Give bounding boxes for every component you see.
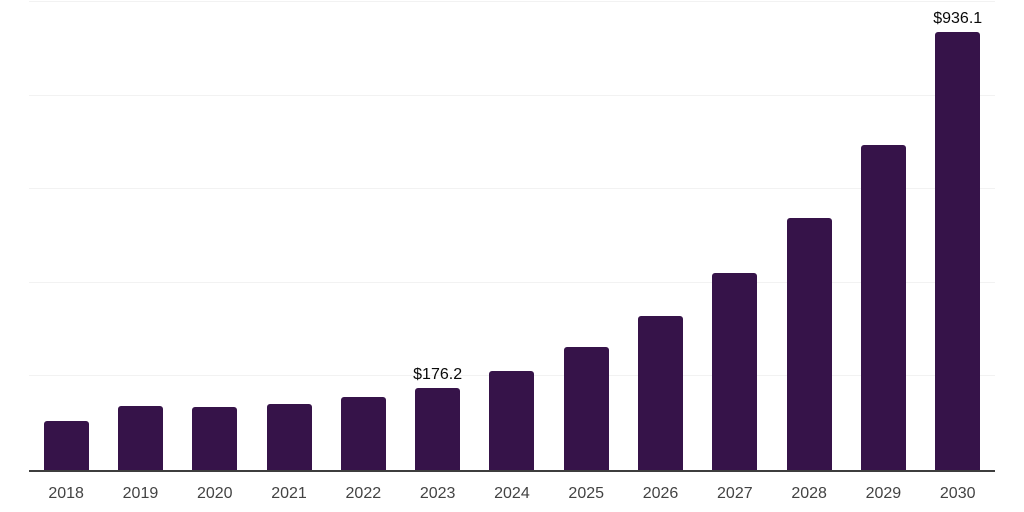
bar-2020: [192, 406, 238, 470]
x-tick-label-2026: 2026: [642, 485, 679, 502]
gridline-600: [29, 188, 995, 190]
bar-2023: [415, 387, 461, 470]
bar-slot-2024: [489, 2, 535, 470]
bar-2030: [935, 31, 981, 470]
bar-slot-2030: $936.1: [933, 2, 983, 470]
bar-2028: [786, 217, 832, 470]
gridline-800: [29, 94, 995, 96]
bar-2029: [860, 145, 906, 470]
bar-slot-2027: [712, 2, 758, 470]
plot-area: $176.2 $936.1: [29, 1, 995, 472]
bar-2025: [563, 347, 609, 470]
x-tick-label-2023: 2023: [419, 485, 456, 502]
x-tick-label-2019: 2019: [122, 485, 159, 502]
bar-slot-2019: [117, 2, 163, 470]
x-tick-label-2021: 2021: [271, 485, 307, 502]
x-tick-label-2024: 2024: [494, 485, 530, 502]
bar-2022: [340, 397, 386, 470]
gridline-400: [29, 281, 995, 283]
gridline-1000: [29, 1, 995, 2]
bar-slot-2018: [43, 2, 89, 470]
x-tick-label-2027: 2027: [717, 485, 753, 502]
x-tick-label-2025: 2025: [568, 485, 605, 502]
bar-slot-2022: [340, 2, 386, 470]
x-tick-label-2030: 2030: [939, 485, 976, 502]
bar-slot-2023: $176.2: [413, 2, 463, 470]
bars-container: $176.2 $936.1: [29, 2, 995, 470]
x-tick-label-2018: 2018: [48, 485, 84, 502]
bar-2018: [43, 420, 89, 470]
bar-2019: [117, 405, 163, 470]
bar-slot-2026: [638, 2, 684, 470]
bar-2027: [712, 273, 758, 470]
x-tick-label-2028: 2028: [791, 485, 827, 502]
bar-slot-2020: [192, 2, 238, 470]
x-axis-labels: 2018 2019 2020 2021 2022 2023 2024 2025 2026 2027…: [29, 485, 995, 503]
bar-slot-2029: [860, 2, 906, 470]
data-label-2023: $176.2: [413, 365, 463, 383]
bar-slot-2021: [266, 2, 312, 470]
bar-2026: [638, 315, 684, 470]
x-tick-label-2022: 2022: [345, 485, 382, 502]
bar-slot-2028: [786, 2, 832, 470]
data-label-2030: $936.1: [933, 9, 983, 27]
bar-2024: [489, 371, 535, 470]
bar-slot-2025: [563, 2, 609, 470]
bar-2021: [266, 404, 312, 470]
x-tick-label-2020: 2020: [196, 485, 233, 502]
x-tick-label-2029: 2029: [865, 485, 902, 502]
x-axis-line: [29, 470, 995, 472]
